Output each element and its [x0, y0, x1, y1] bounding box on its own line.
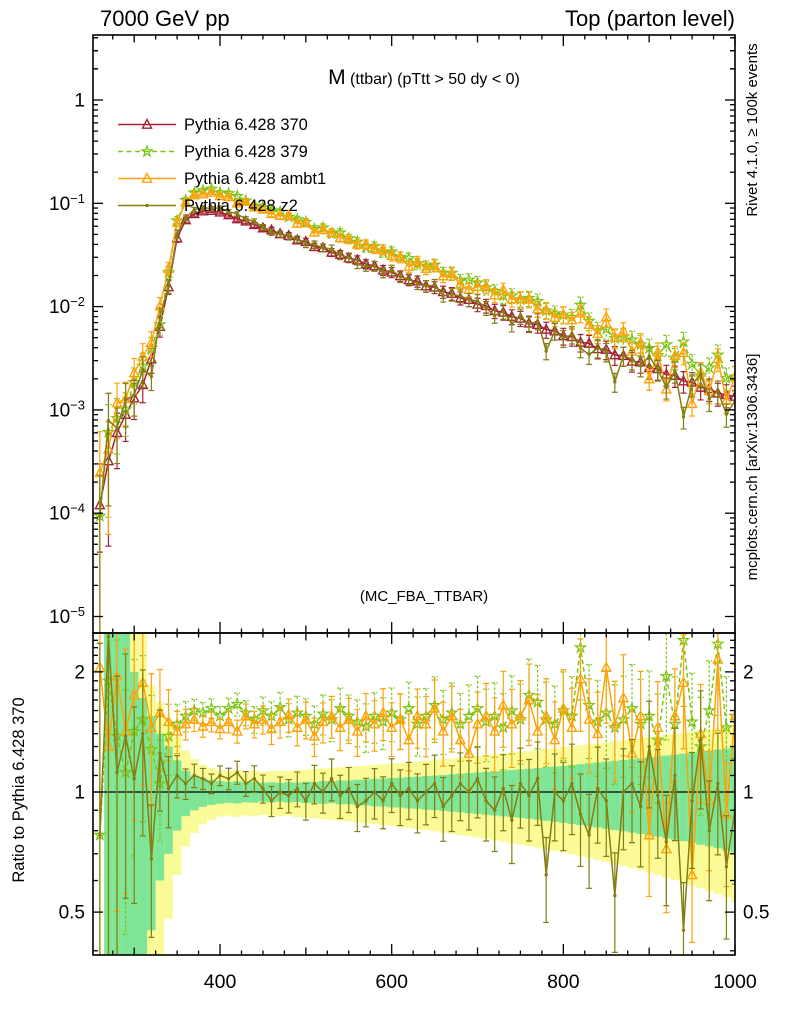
legend: Pythia 6.428 370 Pythia 6.428 379 Pythia… [118, 116, 326, 215]
y-tick-label: 10−5 [49, 604, 85, 628]
ratio-tick-label-left: 0.5 [59, 903, 85, 924]
axis-ticks [93, 35, 736, 955]
plot-title: M (ttbar) (pTtt > 50 dy < 0) [328, 66, 520, 89]
x-tick-label: 400 [204, 971, 237, 993]
header-beam: 7000 GeV pp [100, 6, 230, 31]
series-pythia-6-428-z2 [96, 205, 735, 633]
legend-label-ambt1: Pythia 6.428 ambt1 [184, 170, 326, 188]
ratio-uncertainty-bands [104, 633, 735, 955]
ratio-tick-label-right: 0.5 [743, 903, 769, 924]
legend-label-370: Pythia 6.428 370 [184, 116, 308, 134]
y-tick-label: 10−2 [49, 294, 85, 318]
y-tick-label: 10−3 [49, 397, 85, 421]
rivet-version-note: Rivet 4.1.0, ≥ 100k events [744, 43, 761, 216]
ratio-series-pythia-6-428-z2 [96, 633, 735, 955]
watermark: (MC_FBA_TTBAR) [360, 588, 488, 605]
ratio-tick-label-left: 1 [74, 783, 85, 804]
mcplots-arxiv-note: mcplots.cern.ch [arXiv:1306.3436] [744, 354, 761, 581]
ratio-panel-frame [92, 632, 736, 956]
legend-markers [118, 117, 176, 208]
ratio-tick-label-right: 1 [743, 783, 754, 804]
legend-label-379: Pythia 6.428 379 [184, 143, 308, 161]
main-panel [93, 181, 735, 633]
axis-tick-labels: 400 600 800 1000 1 10−1 10−2 10−3 10−4 10−5 2 2 1 1 0.… [49, 91, 769, 994]
y-tick-label: 1 [74, 91, 85, 112]
x-tick-label: 1000 [713, 971, 757, 993]
header-analysis: Top (parton level) [565, 6, 735, 31]
ratio-tick-label-right: 2 [743, 662, 754, 683]
ratio-tick-label-left: 2 [74, 662, 85, 683]
ratio-axis-title: Ratio to Pythia 6.428 370 [10, 697, 28, 882]
legend-label-z2: Pythia 6.428 z2 [184, 197, 298, 215]
x-tick-label: 800 [547, 971, 580, 993]
y-tick-label: 10−1 [49, 191, 85, 215]
x-tick-label: 600 [375, 971, 408, 993]
y-tick-label: 10−4 [49, 501, 85, 525]
ratio-panel [93, 633, 735, 955]
